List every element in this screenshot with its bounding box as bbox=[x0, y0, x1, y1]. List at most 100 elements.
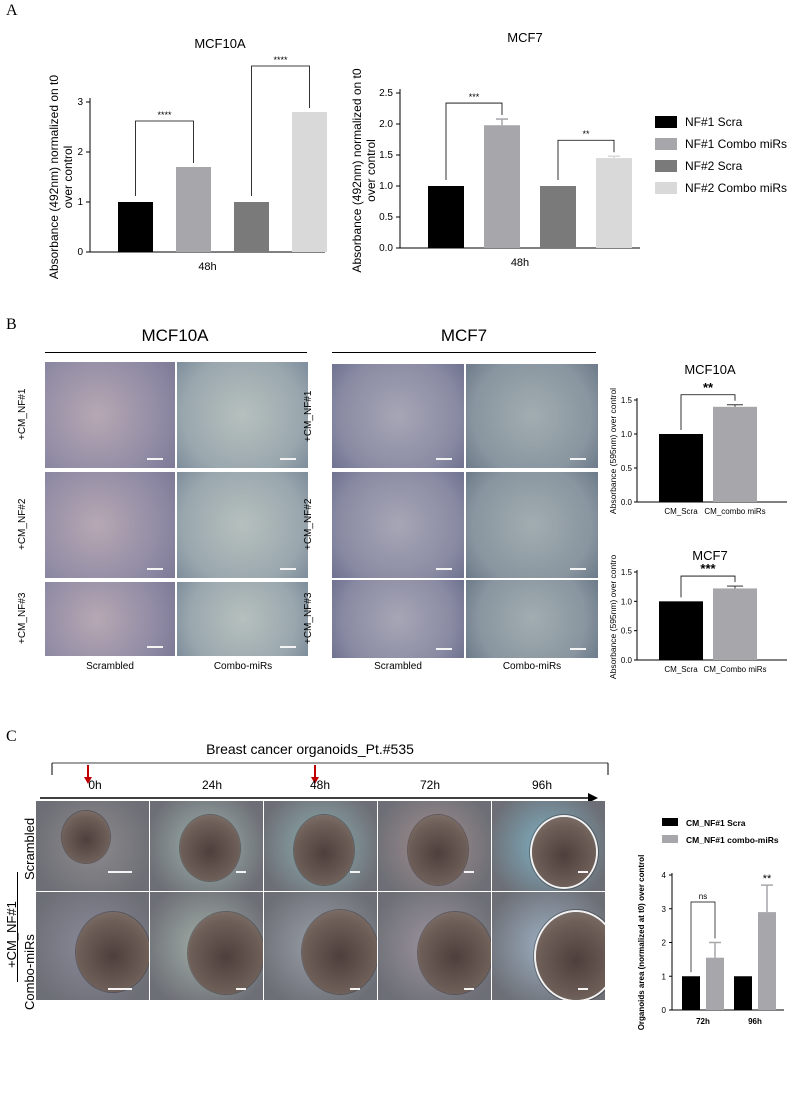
y-label: Absorbance (492nm) normalized on t0over … bbox=[47, 75, 75, 279]
legend-label: CM_NF#1 Scra bbox=[686, 818, 746, 828]
chart-c: CM_NF#1 Scra CM_NF#1 combo-miRs 0 1 2 3 4 72h 96… bbox=[637, 818, 784, 1030]
condition-bracket bbox=[17, 872, 18, 982]
scale-bar bbox=[570, 648, 586, 650]
organoid-image-combo-24h bbox=[150, 892, 263, 1000]
chart-a2-title: MCF7 bbox=[507, 30, 543, 45]
legend-label: CM_NF#1 combo-miRs bbox=[686, 835, 779, 845]
significance-label: **** bbox=[273, 55, 288, 65]
organoid bbox=[76, 912, 149, 992]
x-tick-label: CM_combo miRs bbox=[704, 507, 765, 516]
y-tick-label: 1.5 bbox=[379, 150, 393, 161]
col-label-scrambled-mcf7: Scrambled bbox=[374, 661, 422, 672]
organoid-image-scrambled-48h bbox=[264, 801, 377, 891]
legend-label: NF#1 Scra bbox=[685, 115, 743, 129]
y-tick-label: 0.0 bbox=[621, 498, 633, 507]
panel-c-letter: C bbox=[6, 728, 17, 745]
x-tick-label: 72h bbox=[696, 1017, 710, 1026]
bar-nf-2-scra bbox=[540, 186, 576, 248]
legend-a: NF#1 Scra NF#1 Combo miRs NF#2 Scra NF#2 Co… bbox=[655, 115, 787, 195]
y-tick-label: 1.5 bbox=[621, 396, 633, 405]
panel-a-letter: A bbox=[6, 2, 18, 19]
time-label-24h: 24h bbox=[201, 778, 223, 792]
bar-cm-scra bbox=[659, 601, 703, 660]
mcf10a-header-line bbox=[45, 352, 307, 353]
y-tick-label: 1.5 bbox=[621, 568, 633, 577]
bar-nf-2-combo-mirs bbox=[596, 158, 632, 248]
y-tick-label: 0.5 bbox=[621, 464, 633, 473]
y-tick-label: 4 bbox=[662, 871, 667, 880]
organoid-image-scrambled-0h bbox=[36, 801, 149, 891]
x-label: 48h bbox=[198, 261, 216, 273]
scale-bar bbox=[236, 988, 246, 990]
time-label-0h: 0h bbox=[88, 778, 102, 792]
organoid bbox=[302, 910, 377, 994]
row-label-mcf7-nf2: +CM_NF#2 bbox=[303, 498, 314, 550]
x-tick-label: CM_Combo miRs bbox=[703, 665, 766, 674]
chart-b2-title: MCF7 bbox=[692, 548, 728, 563]
legend-label: NF#1 Combo miRs bbox=[685, 137, 787, 151]
y-tick-label: 1.0 bbox=[621, 430, 633, 439]
organoid bbox=[294, 815, 354, 885]
legend-swatch bbox=[655, 116, 677, 128]
bar-nf-1-scra bbox=[118, 202, 153, 252]
organoid-image-scrambled-24h bbox=[150, 801, 263, 891]
scale-bar bbox=[436, 458, 452, 460]
scale-bar bbox=[350, 988, 360, 990]
chart-a1: 0 1 2 3 **** **** 48h Absorbance (492nm) normal… bbox=[47, 55, 327, 279]
micrograph-mcf7-scrambled-nf3 bbox=[332, 580, 464, 658]
significance-label: *** bbox=[469, 92, 480, 102]
bar-nf-1-combo-mirs bbox=[176, 167, 211, 252]
significance-label: **** bbox=[157, 110, 172, 120]
chart-a1-title: MCF10A bbox=[194, 36, 246, 51]
treatment-arrow-head bbox=[84, 777, 92, 784]
scale-bar bbox=[280, 568, 296, 570]
micrograph-mcf10a-scrambled-nf2 bbox=[45, 472, 175, 578]
bar-nf-1-combo-mirs bbox=[484, 125, 520, 248]
row-label-mcf7-nf1: +CM_NF#1 bbox=[303, 390, 314, 442]
scale-bar bbox=[436, 568, 452, 570]
y-tick-label: 2.5 bbox=[379, 88, 393, 99]
micrograph-mcf7-scrambled-nf1 bbox=[332, 364, 464, 468]
legend-swatch bbox=[662, 818, 678, 826]
significance-label: *** bbox=[700, 561, 716, 576]
y-label-line2: over control bbox=[364, 139, 378, 202]
scale-bar bbox=[578, 871, 588, 873]
scale-bar bbox=[147, 568, 163, 570]
bar-nf-2-scra bbox=[234, 202, 269, 252]
mcf7-header-line bbox=[332, 352, 596, 353]
micrograph-mcf10a-combo-nf1 bbox=[177, 362, 308, 468]
bar-nf-2-combo-mirs bbox=[292, 112, 327, 252]
panel-b-letter: B bbox=[6, 316, 17, 333]
time-label-72h: 72h bbox=[419, 778, 441, 792]
row-label-mcf10a-nf1: +CM_NF#1 bbox=[17, 388, 28, 440]
scale-bar bbox=[578, 988, 588, 990]
chart-b1: 0.0 0.5 1.0 1.5 CM_Scra CM_combo miRs ** Absorb… bbox=[608, 380, 787, 516]
organoid bbox=[180, 815, 240, 881]
y-tick-label: 0.5 bbox=[379, 212, 393, 223]
x-label: 48h bbox=[511, 257, 529, 269]
scale-bar bbox=[350, 871, 360, 873]
time-label-96h: 96h bbox=[531, 778, 553, 792]
organoid-image-combo-72h bbox=[378, 892, 491, 1000]
row-label-mcf7-nf3: +CM_NF#3 bbox=[303, 592, 314, 644]
significance-label: ** bbox=[763, 873, 772, 885]
organoid-image-scrambled-72h bbox=[378, 801, 491, 891]
y-tick-label: 2.0 bbox=[379, 119, 393, 130]
y-tick-label: 2 bbox=[662, 939, 667, 948]
organoid bbox=[536, 912, 605, 1000]
organoid bbox=[418, 912, 491, 994]
scale-bar bbox=[108, 871, 132, 873]
bar-96h-scra bbox=[734, 976, 752, 1010]
scale-bar bbox=[464, 988, 474, 990]
bar-nf-1-scra bbox=[428, 186, 464, 248]
scale-bar bbox=[464, 871, 474, 873]
organoid-row-scrambled: Scrambled bbox=[22, 817, 37, 880]
y-tick-label: 1.0 bbox=[379, 181, 393, 192]
micrograph-mcf7-scrambled-nf2 bbox=[332, 472, 464, 578]
col-label-combo-mcf7: Combo-miRs bbox=[502, 661, 562, 672]
legend-swatch bbox=[655, 182, 677, 194]
organoid bbox=[408, 815, 468, 885]
x-tick-label: 96h bbox=[748, 1017, 762, 1026]
mcf7-header: MCF7 bbox=[440, 326, 488, 345]
significance-bracket bbox=[445, 102, 503, 180]
